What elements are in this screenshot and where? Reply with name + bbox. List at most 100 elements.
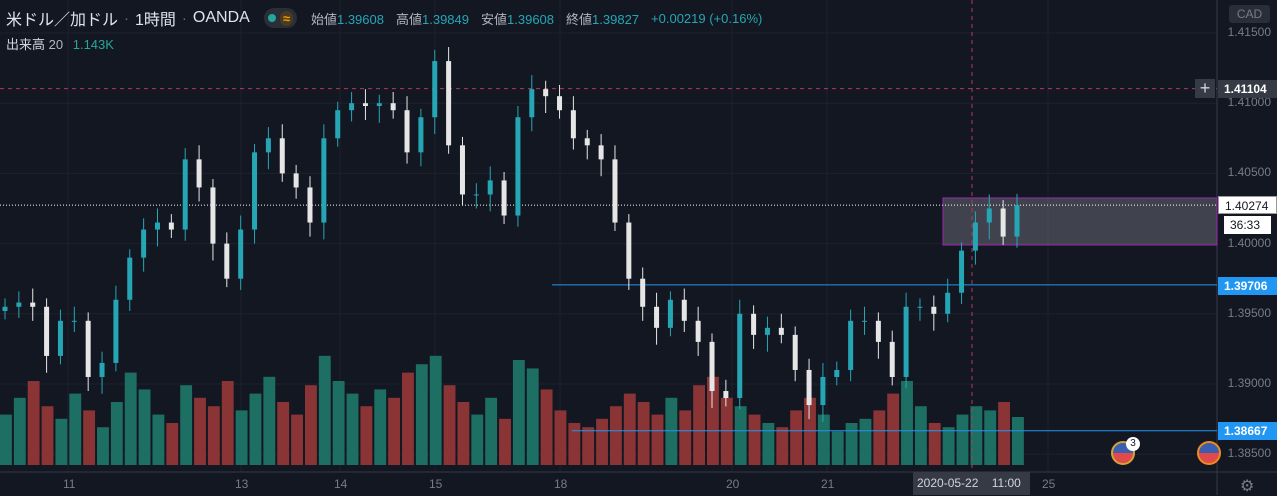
volume-bar	[291, 414, 303, 465]
volume-bar	[512, 360, 525, 465]
candle-body	[362, 103, 368, 107]
candle-body	[834, 369, 840, 377]
volume-value: 1.143K	[72, 37, 114, 52]
candle-body	[570, 110, 576, 139]
price-tick: 1.40500	[1227, 165, 1271, 180]
candle-body	[404, 110, 410, 153]
candle-body	[2, 306, 8, 311]
candle-body	[848, 320, 854, 370]
volume-bar	[762, 423, 775, 465]
volume-bar	[998, 402, 1010, 465]
separator: ·	[124, 9, 130, 27]
volume-bar	[457, 402, 470, 465]
candle-body	[681, 299, 687, 321]
time-tick: 11	[63, 477, 76, 491]
candle-body	[654, 306, 660, 328]
candle-body	[349, 103, 355, 111]
currency-button[interactable]: CAD	[1229, 5, 1270, 23]
candle-body	[695, 320, 701, 342]
candle-body	[820, 376, 826, 406]
crosshair-time-tag: 2020-05-22 11:00	[913, 472, 1030, 495]
volume-bar	[249, 393, 262, 465]
time-tick: 21	[821, 477, 835, 491]
volume-bar	[873, 410, 886, 465]
volume-bar	[582, 427, 595, 465]
candle-body	[473, 194, 479, 196]
candle-body	[1000, 208, 1006, 237]
candle-body	[210, 187, 216, 244]
candle-body	[85, 320, 91, 377]
volume-bar	[609, 406, 622, 465]
price-tick: 1.39000	[1227, 376, 1271, 390]
candle-body	[390, 103, 396, 111]
candle-body	[293, 173, 299, 188]
price-tick: 1.41000	[1227, 95, 1271, 110]
volume-bar	[388, 397, 401, 465]
candle-body	[376, 103, 382, 107]
candle-body	[141, 229, 147, 258]
us-event-flag-icon[interactable]	[1197, 441, 1221, 465]
candle-body	[778, 327, 784, 335]
close-label: 終値	[566, 11, 593, 27]
candle-body	[446, 61, 452, 146]
candle-body	[972, 222, 978, 251]
volume-bar	[346, 393, 359, 465]
status-pill[interactable]: ≈	[263, 8, 297, 28]
candle-body	[335, 110, 341, 139]
symbol-name[interactable]: 米ドル／加ドル	[6, 12, 119, 29]
volume-bar	[138, 389, 151, 465]
candle-body	[196, 159, 202, 188]
candle-body	[889, 341, 895, 377]
volume-bar	[304, 385, 317, 465]
volume-bar	[693, 385, 706, 465]
volume-bar	[942, 427, 955, 465]
time-tick: 13	[235, 477, 249, 491]
volume-bar	[277, 402, 290, 465]
volume-bar	[499, 418, 511, 465]
volume-bar	[374, 389, 387, 465]
volume-bar	[651, 414, 664, 465]
price-tick: 1.41500	[1227, 25, 1271, 39]
price-tick: 1.38500	[1227, 446, 1271, 461]
time-tick: 14	[334, 477, 348, 491]
volume-bar	[831, 431, 844, 465]
candle-body	[459, 145, 465, 195]
volume-bar	[817, 414, 830, 465]
volume-bar	[859, 418, 872, 465]
candle-body	[959, 250, 965, 293]
volume-bar	[402, 372, 414, 465]
interval[interactable]: 1時間	[135, 12, 176, 29]
add-alert-plus-icon[interactable]: +	[1195, 79, 1215, 98]
volume-bar	[124, 372, 137, 465]
volume-bar	[27, 381, 40, 465]
settings-gear-icon[interactable]: ⚙	[1240, 478, 1255, 495]
candle-body	[154, 222, 160, 230]
volume-bar	[748, 414, 761, 465]
event-count-badge: 3	[1126, 437, 1140, 451]
volume-bar	[360, 406, 373, 465]
volume-bar	[0, 414, 12, 465]
volume-bar	[707, 376, 719, 465]
candle-body	[127, 257, 133, 300]
volume-label: 出来高	[6, 37, 46, 52]
candle-body	[224, 243, 230, 279]
price-tick: 1.40000	[1227, 235, 1271, 250]
candle-body	[515, 117, 521, 216]
volume-bar	[221, 381, 234, 465]
candle-body	[612, 159, 618, 223]
candle-body	[432, 61, 438, 118]
price-tick: 1.39500	[1227, 305, 1271, 320]
volume-bar	[1012, 417, 1024, 465]
volume-bar	[568, 423, 581, 465]
volume-legend[interactable]: 出来高 20 1.143K	[6, 34, 114, 53]
volume-bar	[734, 406, 747, 465]
volume-bar	[526, 368, 539, 465]
candle-body	[168, 222, 174, 230]
volume-bar	[665, 397, 678, 465]
volume-bar	[928, 423, 941, 465]
volume-bar	[83, 410, 96, 465]
separator: ·	[181, 9, 187, 27]
candle-body	[543, 89, 549, 97]
line-price-tag: 1.39706	[1218, 277, 1277, 295]
